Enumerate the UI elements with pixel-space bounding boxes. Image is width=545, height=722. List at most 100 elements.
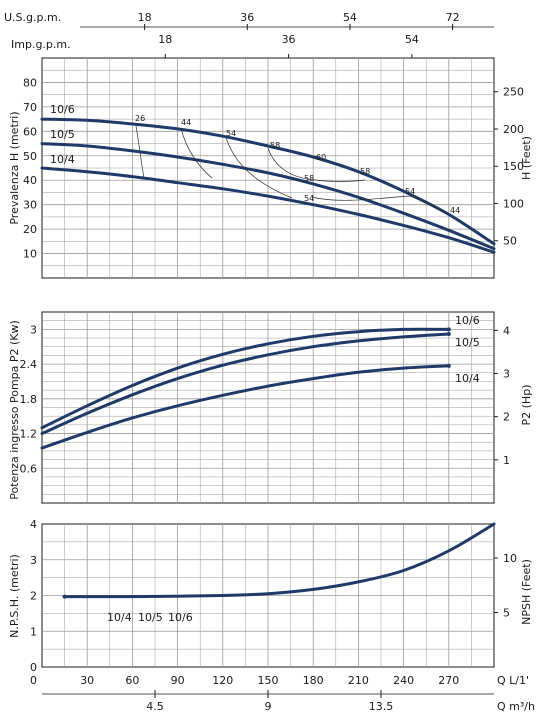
head-feet-axis-title: H (Feet) <box>520 136 533 180</box>
y-tick-label: 60 <box>23 125 37 138</box>
efficiency-line <box>267 147 316 181</box>
x-tick-label: 180 <box>303 674 324 687</box>
npsh-start-point <box>62 594 67 599</box>
npsh-series-label: 10/5 <box>138 611 163 624</box>
y-tick-label: 4 <box>30 518 37 531</box>
flow-lpm-axis-title: Q L/1' <box>497 674 529 687</box>
head-series-label: 10/6 <box>50 103 75 116</box>
us-gpm-tick-label: 36 <box>240 11 254 24</box>
imp-gpm-tick-label: 18 <box>158 33 172 46</box>
efficiency-line <box>311 195 411 201</box>
axis-tick-layer: 10203040506070800.61.21.82.4301234501001… <box>20 76 525 713</box>
y-tick-label: 70 <box>23 101 37 114</box>
us-gpm-ticks: 18 36 54 72 <box>138 11 460 30</box>
y-tick-label: 1.2 <box>20 428 38 441</box>
npsh-feet-axis-title: NPSH (Feet) <box>520 559 533 625</box>
x-tick-label: 30 <box>80 674 94 687</box>
curve-1-1 <box>40 332 451 435</box>
curve-0-2 <box>40 166 496 254</box>
flow-m3h-axis-title: Q m³/h <box>497 700 535 713</box>
y-tick-label: 20 <box>23 223 37 236</box>
curve-0-0 <box>40 117 496 246</box>
imp-gpm-tick-label: 36 <box>282 33 296 46</box>
power-end-point <box>446 331 451 336</box>
efficiency-label: 58 <box>360 167 370 176</box>
efficiency-label: 26 <box>135 114 145 123</box>
efficiency-label: 44 <box>181 118 191 127</box>
y-tick-label: 2.4 <box>20 358 38 371</box>
npsh-feet-tick-label: 10 <box>503 552 517 565</box>
head-series-label: 10/5 <box>50 128 75 141</box>
hp-tick-label: 4 <box>503 324 510 337</box>
us-gpm-tick-label: 72 <box>446 11 460 24</box>
x-tick-label: 60 <box>125 674 139 687</box>
us-gpm-tick-label: 18 <box>138 11 152 24</box>
efficiency-label: 54 <box>226 129 236 138</box>
us-gpm-axis-label: U.S.g.p.m. <box>4 11 61 24</box>
efficiency-line <box>409 195 446 213</box>
hp-tick-label: 2 <box>503 411 510 424</box>
feet-tick-label: 250 <box>503 86 524 99</box>
x-tick-label: 240 <box>393 674 414 687</box>
y-tick-label: 1 <box>30 625 37 638</box>
y-tick-label: 2 <box>30 590 37 603</box>
feet-tick-label: 200 <box>503 123 524 136</box>
m3h-tick-label: 9 <box>265 700 272 713</box>
y-tick-label: 3 <box>30 554 37 567</box>
curve-layer <box>40 117 496 599</box>
y-tick-label: 30 <box>23 199 37 212</box>
power-y-axis-title: Potenza ingresso Pompa P2 (Kw) <box>8 320 21 500</box>
power-series-label: 10/6 <box>455 314 480 327</box>
head-series-label: 10/4 <box>50 153 75 166</box>
x-origin-label: 0 <box>30 674 37 687</box>
y-tick-label: 50 <box>23 150 37 163</box>
imp-gpm-axis-label: Imp.g.p.m. <box>11 38 71 51</box>
power-series-label: 10/4 <box>455 372 480 385</box>
efficiency-label: 54 <box>405 187 415 196</box>
feet-tick-label: 150 <box>503 160 524 173</box>
head-y-axis-title: Prevalenza H (metri) <box>8 111 21 224</box>
hp-tick-label: 3 <box>503 368 510 381</box>
efficiency-line <box>314 179 366 182</box>
npsh-y-axis-title: N.P.S.H. (metri) <box>8 554 21 638</box>
x-tick-label: 90 <box>171 674 185 687</box>
efficiency-line <box>225 137 293 199</box>
efficiency-label: 44 <box>450 206 460 215</box>
curve-2-0 <box>63 522 496 599</box>
curve-1-0 <box>40 327 451 430</box>
curve-1-2 <box>40 364 451 450</box>
m3h-tick-label: 4.5 <box>146 700 164 713</box>
npsh-series-label: 10/4 <box>107 611 132 624</box>
y-tick-label: 10 <box>23 248 37 261</box>
x-tick-label: 150 <box>258 674 279 687</box>
curve-0-1 <box>40 142 496 251</box>
power-series-label: 10/5 <box>455 336 480 349</box>
m3h-tick-label: 13.5 <box>369 700 394 713</box>
y-tick-label: 0 <box>30 661 37 674</box>
label-layer: 10/6 10/5 10/4 10/6 10/5 10/4 10/4 10/5 10/6 26 44… <box>50 103 480 624</box>
efficiency-label: 58 <box>270 141 280 150</box>
y-tick-label: 0.6 <box>20 462 38 475</box>
efficiency-label: 54 <box>304 194 314 203</box>
efficiency-label: 58 <box>304 174 314 183</box>
imp-gpm-tick-label: 54 <box>405 33 419 46</box>
npsh-series-label: 10/6 <box>168 611 193 624</box>
efficiency-label: 60 <box>316 153 326 162</box>
efficiency-line <box>180 127 213 179</box>
npsh-feet-tick-label: 5 <box>503 607 510 620</box>
hp-tick-label: 1 <box>503 454 510 467</box>
x-tick-label: 120 <box>212 674 233 687</box>
feet-tick-label: 100 <box>503 197 524 210</box>
y-tick-label: 1.8 <box>20 393 38 406</box>
y-tick-label: 40 <box>23 174 37 187</box>
power-hp-axis-title: P2 (Hp) <box>520 385 533 426</box>
y-tick-label: 3 <box>30 323 37 336</box>
y-tick-label: 80 <box>23 76 37 89</box>
power-end-point <box>446 363 451 368</box>
x-tick-label: 270 <box>438 674 459 687</box>
efficiency-line <box>135 125 145 179</box>
grid-layer <box>42 58 494 667</box>
power-end-point <box>446 327 451 332</box>
feet-tick-label: 50 <box>503 235 517 248</box>
